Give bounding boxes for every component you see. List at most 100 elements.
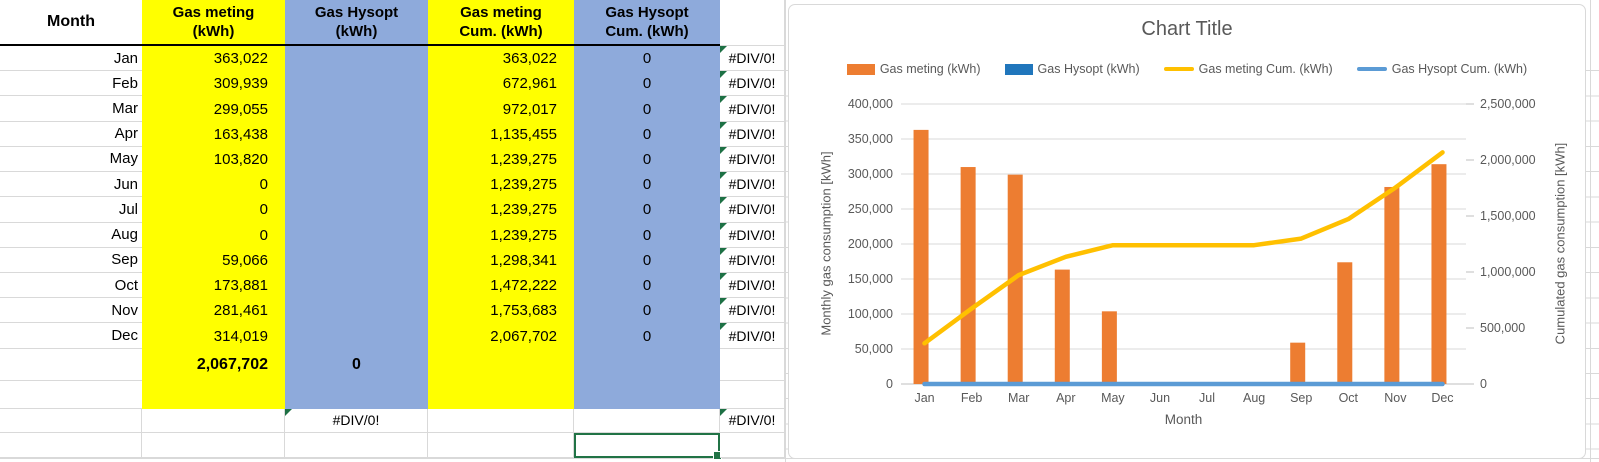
bar-dec[interactable] bbox=[1431, 164, 1447, 384]
gas-hysopt-cell[interactable] bbox=[285, 172, 428, 198]
error-cell[interactable]: #DIV/0! bbox=[720, 222, 785, 248]
empty-cell[interactable] bbox=[0, 408, 142, 433]
error-cell[interactable]: #DIV/0! bbox=[720, 247, 785, 273]
month-cell[interactable]: Dec bbox=[0, 323, 142, 349]
total-gas-meting-cell[interactable]: 2,067,702 bbox=[142, 348, 285, 381]
gas-meting-cell[interactable]: 0 bbox=[142, 172, 285, 198]
gas-hysopt-cum-cell[interactable]: 0 bbox=[574, 272, 720, 299]
y-axis-title-right[interactable]: Cumulated gas consumption [kWh] bbox=[1552, 142, 1568, 345]
gas-meting-cum-cell[interactable]: 972,017 bbox=[428, 96, 574, 122]
gas-hysopt-cum-cell[interactable]: 0 bbox=[574, 146, 720, 173]
gas-meting-cell[interactable]: 0 bbox=[142, 197, 285, 223]
gas-hysopt-cum-cell[interactable]: 0 bbox=[574, 222, 720, 248]
gas-hysopt-cell[interactable] bbox=[285, 121, 428, 147]
gas-hysopt-cell[interactable] bbox=[285, 71, 428, 97]
gas-hysopt-cum-cell[interactable]: 0 bbox=[574, 46, 720, 72]
error-cell[interactable]: #DIV/0! bbox=[720, 323, 785, 349]
error-cell[interactable]: #DIV/0! bbox=[720, 272, 785, 299]
gas-hysopt-cell[interactable] bbox=[285, 272, 428, 299]
header-gas-meting-cum[interactable]: Gas meting Cum. (kWh) bbox=[428, 0, 574, 46]
error-cell[interactable]: #DIV/0! bbox=[720, 172, 785, 198]
legend-item-gas-meting-kwh[interactable]: Gas meting (kWh) bbox=[846, 62, 981, 76]
month-cell[interactable]: Apr bbox=[0, 121, 142, 147]
gas-hysopt-cum-cell[interactable]: 0 bbox=[574, 172, 720, 198]
gas-hysopt-cell[interactable] bbox=[285, 222, 428, 248]
month-cell[interactable]: Jan bbox=[0, 46, 142, 72]
empty-cell[interactable] bbox=[142, 408, 285, 433]
gas-meting-cum-cell[interactable]: 1,298,341 bbox=[428, 247, 574, 273]
bar-jan[interactable] bbox=[913, 129, 929, 384]
gas-hysopt-cum-cell[interactable]: 0 bbox=[574, 197, 720, 223]
gas-hysopt-cell[interactable] bbox=[285, 197, 428, 223]
error-cell[interactable]: #DIV/0! bbox=[720, 71, 785, 97]
y-axis-title-left[interactable]: Monthly gas consumption [kWh] bbox=[818, 151, 834, 336]
selected-cell[interactable] bbox=[574, 432, 722, 460]
month-cell[interactable]: Oct bbox=[0, 272, 142, 299]
legend-item-gas-meting-cum-kwh[interactable]: Gas meting Cum. (kWh) bbox=[1163, 62, 1333, 76]
month-cell[interactable]: Jul bbox=[0, 197, 142, 223]
total-label-cell[interactable] bbox=[0, 348, 142, 381]
gas-meting-cum-cell[interactable]: 1,239,275 bbox=[428, 222, 574, 248]
chart-plot-area[interactable]: 0 50,000 100,000 150,000 200,000 250,000 300,0… bbox=[789, 5, 1585, 458]
gas-meting-cell[interactable]: 0 bbox=[142, 222, 285, 248]
month-cell[interactable]: May bbox=[0, 146, 142, 173]
empty-cell[interactable] bbox=[720, 432, 785, 458]
gas-meting-cell[interactable]: 59,066 bbox=[142, 247, 285, 273]
empty-cell[interactable] bbox=[285, 380, 428, 409]
error-cell[interactable]: #DIV/0! bbox=[720, 298, 785, 324]
gas-hysopt-error-cell[interactable]: #DIV/0! bbox=[285, 408, 428, 433]
gas-meting-cell[interactable]: 299,055 bbox=[142, 96, 285, 122]
month-cell[interactable]: Nov bbox=[0, 298, 142, 324]
gas-meting-cum-cell[interactable]: 1,239,275 bbox=[428, 172, 574, 198]
gas-meting-cell[interactable]: 103,820 bbox=[142, 146, 285, 173]
gas-meting-cum-cell[interactable]: 1,239,275 bbox=[428, 197, 574, 223]
empty-cell[interactable] bbox=[428, 380, 574, 409]
month-cell[interactable]: Feb bbox=[0, 71, 142, 97]
legend-item-gas-hysopt-kwh[interactable]: Gas Hysopt (kWh) bbox=[1004, 62, 1140, 76]
bar-feb[interactable] bbox=[960, 167, 976, 384]
empty-cell[interactable] bbox=[428, 408, 574, 433]
gas-hysopt-cell[interactable] bbox=[285, 298, 428, 324]
chart-object[interactable]: Chart Title Gas meting (kWh) Gas Hysopt (… bbox=[788, 4, 1586, 459]
gas-hysopt-cell[interactable] bbox=[285, 247, 428, 273]
month-cell[interactable]: Mar bbox=[0, 96, 142, 122]
empty-cell[interactable] bbox=[574, 408, 720, 433]
month-cell[interactable]: Jun bbox=[0, 172, 142, 198]
gas-meting-cum-cell[interactable]: 672,961 bbox=[428, 71, 574, 97]
gas-meting-cell[interactable]: 173,881 bbox=[142, 272, 285, 299]
chart-title[interactable]: Chart Title bbox=[1141, 18, 1233, 40]
empty-cell[interactable] bbox=[574, 380, 720, 409]
gas-hysopt-cum-cell[interactable]: 0 bbox=[574, 323, 720, 349]
gas-meting-cum-cell[interactable]: 1,239,275 bbox=[428, 146, 574, 173]
gas-meting-cum-cell[interactable]: 1,135,455 bbox=[428, 121, 574, 147]
empty-cell[interactable] bbox=[142, 432, 285, 458]
empty-cell[interactable] bbox=[142, 380, 285, 409]
bar-may[interactable] bbox=[1101, 311, 1117, 384]
bar-apr[interactable] bbox=[1054, 269, 1070, 384]
header-spacer-cell[interactable] bbox=[720, 0, 785, 46]
empty-cell[interactable] bbox=[0, 380, 142, 409]
x-axis-title[interactable]: Month bbox=[1164, 412, 1203, 427]
error-cell[interactable]: #DIV/0! bbox=[720, 197, 785, 223]
total-gas-meting-cum-cell[interactable] bbox=[428, 348, 574, 381]
error-cell[interactable]: #DIV/0! bbox=[720, 46, 785, 72]
empty-cell[interactable] bbox=[720, 348, 785, 381]
gas-hysopt-cell[interactable] bbox=[285, 323, 428, 349]
error-cell[interactable]: #DIV/0! bbox=[720, 121, 785, 147]
gas-hysopt-cell[interactable] bbox=[285, 46, 428, 72]
empty-cell[interactable] bbox=[428, 432, 574, 458]
empty-cell[interactable] bbox=[720, 380, 785, 409]
gas-hysopt-cell[interactable] bbox=[285, 146, 428, 173]
gas-meting-cum-cell[interactable]: 363,022 bbox=[428, 46, 574, 72]
month-cell[interactable]: Sep bbox=[0, 247, 142, 273]
header-gas-hysopt-cum[interactable]: Gas Hysopt Cum. (kWh) bbox=[574, 0, 720, 46]
empty-cell[interactable] bbox=[285, 432, 428, 458]
gas-meting-cell[interactable]: 163,438 bbox=[142, 121, 285, 147]
bar-oct[interactable] bbox=[1337, 262, 1353, 384]
gas-hysopt-cum-cell[interactable]: 0 bbox=[574, 71, 720, 97]
total-gas-hysopt-cell[interactable]: 0 bbox=[285, 348, 428, 381]
header-gas-hysopt[interactable]: Gas Hysopt (kWh) bbox=[285, 0, 428, 46]
right-error-cell[interactable]: #DIV/0! bbox=[720, 408, 785, 433]
gas-meting-cell[interactable]: 314,019 bbox=[142, 323, 285, 349]
gas-hysopt-cum-cell[interactable]: 0 bbox=[574, 121, 720, 147]
